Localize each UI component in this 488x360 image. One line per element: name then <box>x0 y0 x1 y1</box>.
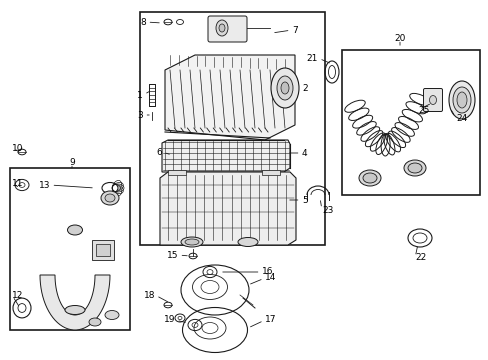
Ellipse shape <box>456 92 466 108</box>
Text: 13: 13 <box>39 180 50 189</box>
Ellipse shape <box>276 76 292 100</box>
Text: 23: 23 <box>321 206 333 215</box>
Ellipse shape <box>184 239 199 245</box>
Polygon shape <box>164 55 294 140</box>
Ellipse shape <box>216 20 227 36</box>
Bar <box>96 244 110 256</box>
Text: 6: 6 <box>156 148 162 157</box>
Ellipse shape <box>219 24 224 32</box>
Bar <box>341 50 479 195</box>
Text: 9: 9 <box>69 158 75 166</box>
Text: 10: 10 <box>12 144 23 153</box>
Text: 18: 18 <box>143 291 155 300</box>
Bar <box>92 240 114 260</box>
Bar <box>262 170 280 175</box>
Polygon shape <box>160 172 295 245</box>
Ellipse shape <box>270 68 298 108</box>
Polygon shape <box>40 275 110 330</box>
Text: 17: 17 <box>264 315 276 324</box>
Text: 14: 14 <box>264 274 276 283</box>
FancyBboxPatch shape <box>423 89 442 112</box>
Text: 22: 22 <box>414 253 426 262</box>
Ellipse shape <box>407 163 421 173</box>
Text: 16: 16 <box>262 267 273 276</box>
Ellipse shape <box>238 238 258 247</box>
Text: 15: 15 <box>166 251 178 260</box>
Bar <box>140 12 325 245</box>
Bar <box>10 168 130 330</box>
Text: 21: 21 <box>306 54 317 63</box>
Ellipse shape <box>89 318 101 326</box>
Ellipse shape <box>403 160 425 176</box>
Ellipse shape <box>67 225 82 235</box>
Ellipse shape <box>362 173 376 183</box>
Text: 5: 5 <box>302 195 307 204</box>
Ellipse shape <box>281 82 288 94</box>
Text: 1: 1 <box>137 90 142 99</box>
Ellipse shape <box>105 194 115 202</box>
Ellipse shape <box>448 81 474 119</box>
Bar <box>149 84 155 106</box>
Text: 2: 2 <box>302 84 307 93</box>
Text: 3: 3 <box>137 111 142 120</box>
Bar <box>168 170 185 175</box>
Text: 4: 4 <box>302 149 307 158</box>
Text: 19: 19 <box>163 315 175 324</box>
Ellipse shape <box>105 310 119 320</box>
FancyBboxPatch shape <box>207 16 246 42</box>
Ellipse shape <box>428 95 436 104</box>
Ellipse shape <box>452 87 470 113</box>
Ellipse shape <box>101 191 119 205</box>
Ellipse shape <box>181 237 203 247</box>
Text: 11: 11 <box>12 179 23 188</box>
Text: 7: 7 <box>291 26 297 35</box>
Text: 12: 12 <box>12 291 23 300</box>
Ellipse shape <box>65 306 85 315</box>
Text: 20: 20 <box>393 33 405 42</box>
Text: 25: 25 <box>417 105 428 114</box>
Text: 8: 8 <box>140 18 146 27</box>
Polygon shape <box>162 140 289 172</box>
Ellipse shape <box>358 170 380 186</box>
Text: 24: 24 <box>455 113 467 122</box>
